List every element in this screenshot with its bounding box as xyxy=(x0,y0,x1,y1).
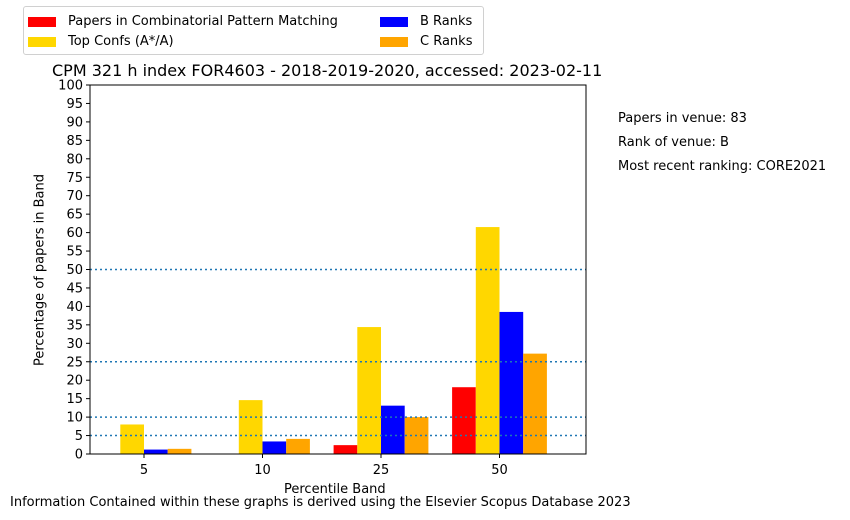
y-tick-label-85: 85 xyxy=(66,134,83,149)
legend-swatch-cpm xyxy=(28,16,56,27)
y-axis-label: Percentage of papers in Band xyxy=(32,173,48,367)
y-tick-label-40: 40 xyxy=(66,300,83,315)
legend-swatch-b-ranks xyxy=(380,16,408,27)
y-tick-label-50: 50 xyxy=(66,263,83,278)
y-tick-label-65: 65 xyxy=(66,208,83,223)
y-tick-label-75: 75 xyxy=(66,171,83,186)
bar-1-5 xyxy=(120,424,144,454)
y-tick-label-80: 80 xyxy=(66,152,83,167)
legend-swatch-c-ranks xyxy=(380,36,408,47)
legend-item-top-confs: Top Confs (A*/A) xyxy=(28,34,174,49)
legend-label-c-ranks: C Ranks xyxy=(420,34,473,49)
bar-2-5 xyxy=(144,449,168,454)
y-tick-label-60: 60 xyxy=(66,226,83,241)
y-tick-label-45: 45 xyxy=(66,281,83,296)
y-tick-label-0: 0 xyxy=(75,448,83,463)
bar-0-50 xyxy=(452,387,476,454)
bar-3-10 xyxy=(286,438,310,454)
y-tick-label-70: 70 xyxy=(66,189,83,204)
y-tick-label-95: 95 xyxy=(66,97,83,112)
chart-title: CPM 321 h index FOR4603 - 2018-2019-2020… xyxy=(52,61,603,80)
y-tick-label-15: 15 xyxy=(66,392,83,407)
x-axis-label: Percentile Band xyxy=(284,482,386,497)
bar-2-50 xyxy=(499,311,524,454)
y-tick-label-20: 20 xyxy=(66,374,83,389)
bar-3-50 xyxy=(523,353,547,454)
legend-label-top-confs: Top Confs (A*/A) xyxy=(68,34,174,49)
legend-swatch-top-confs xyxy=(28,36,56,47)
legend-label-b-ranks: B Ranks xyxy=(420,14,473,29)
y-tick-label-30: 30 xyxy=(66,337,83,352)
legend-item-b-ranks: B Ranks xyxy=(380,14,472,29)
y-tick-label-10: 10 xyxy=(66,411,83,426)
data-source-footer: Information Contained within these graph… xyxy=(10,495,631,510)
legend-label-cpm: Papers in Combinatorial Pattern Matching xyxy=(68,14,338,29)
bar-1-50 xyxy=(475,227,500,454)
x-tick-label-5: 5 xyxy=(140,463,148,478)
x-tick-label-25: 25 xyxy=(373,463,390,478)
y-tick-label-25: 25 xyxy=(66,355,83,370)
bar-2-25 xyxy=(381,405,405,454)
y-tick-label-55: 55 xyxy=(66,245,83,260)
bar-1-25 xyxy=(357,327,381,454)
chart-legend: Papers in Combinatorial Pattern Matching… xyxy=(23,6,484,55)
y-tick-label-5: 5 xyxy=(75,429,83,444)
legend-item-c-ranks: C Ranks xyxy=(380,34,472,49)
bar-3-5 xyxy=(167,448,192,454)
papers-in-venue-text: Papers in venue: 83 xyxy=(618,111,747,126)
y-tick-label-35: 35 xyxy=(66,318,83,333)
y-tick-label-90: 90 xyxy=(66,115,83,130)
rank-of-venue-text: Rank of venue: B xyxy=(618,135,729,150)
bar-1-10 xyxy=(238,400,263,454)
x-tick-label-50: 50 xyxy=(491,463,508,478)
bar-2-10 xyxy=(262,441,287,454)
bar-0-25 xyxy=(333,445,358,454)
x-tick-label-10: 10 xyxy=(254,463,271,478)
legend-item-cpm: Papers in Combinatorial Pattern Matching xyxy=(28,14,338,29)
most-recent-ranking-text: Most recent ranking: CORE2021 xyxy=(618,159,827,174)
y-tick-label-100: 100 xyxy=(58,79,83,94)
